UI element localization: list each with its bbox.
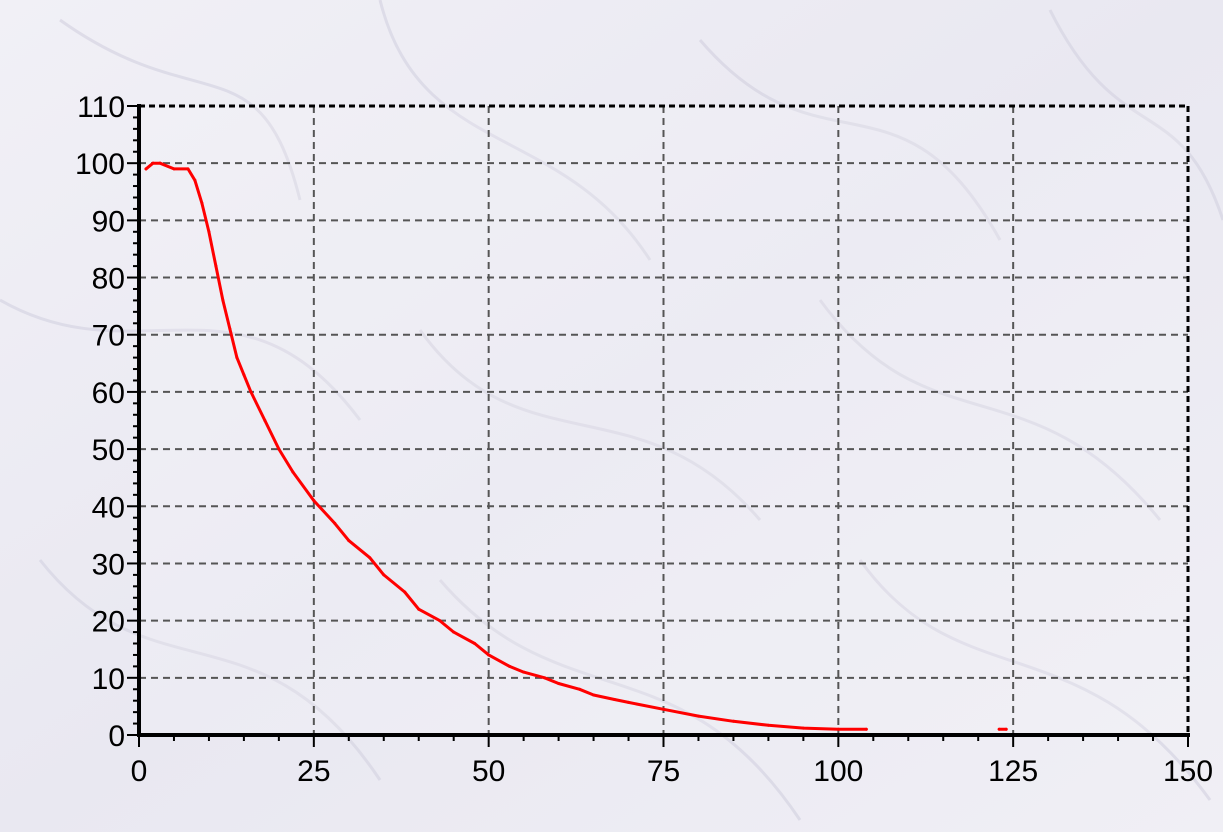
x-tick-label-6: 150 bbox=[1163, 755, 1213, 788]
data-point-0-38 bbox=[731, 719, 735, 723]
y-tick-label-1: 10 bbox=[92, 663, 125, 696]
data-point-0-23 bbox=[417, 607, 421, 611]
x-tick-label-5: 125 bbox=[988, 755, 1038, 788]
y-tick-label-3: 30 bbox=[92, 548, 125, 581]
grid-lines bbox=[139, 106, 1188, 735]
data-point-0-24 bbox=[438, 619, 442, 623]
data-point-0-34 bbox=[613, 698, 617, 702]
axes bbox=[127, 104, 1190, 747]
data-point-0-16 bbox=[291, 470, 295, 474]
data-point-0-1 bbox=[151, 161, 155, 165]
data-point-0-41 bbox=[836, 727, 840, 731]
data-point-0-14 bbox=[263, 419, 267, 422]
data-point-0-0 bbox=[144, 167, 148, 171]
data-point-0-22 bbox=[403, 590, 407, 594]
data-point-0-32 bbox=[578, 687, 582, 691]
data-point-1-1 bbox=[1004, 727, 1008, 731]
data-point-0-27 bbox=[487, 653, 491, 657]
data-point-0-3 bbox=[172, 167, 176, 171]
y-tick-label-7: 70 bbox=[92, 320, 125, 353]
data-point-0-40 bbox=[801, 726, 805, 730]
tick-labels: 0 25 50 75 100 125 150 0 10 20 30 40 50 60 70 80 90 100 11… bbox=[75, 91, 1213, 788]
data-point-0-35 bbox=[627, 700, 631, 704]
data-point-0-39 bbox=[766, 723, 770, 727]
y-tick-label-5: 50 bbox=[92, 434, 125, 467]
data-point-0-21 bbox=[382, 573, 386, 577]
data-point-0-10 bbox=[228, 327, 232, 331]
y-tick-label-0: 0 bbox=[108, 720, 125, 753]
y-tick-label-11: 110 bbox=[77, 91, 125, 124]
x-tick-label-4: 100 bbox=[813, 755, 863, 788]
data-point-0-18 bbox=[333, 521, 337, 525]
y-tick-label-6: 60 bbox=[92, 377, 125, 410]
data-point-0-4 bbox=[186, 167, 190, 171]
y-tick-label-9: 90 bbox=[92, 205, 125, 238]
data-point-0-28 bbox=[508, 664, 512, 668]
data-point-0-8 bbox=[214, 264, 218, 268]
data-point-0-5 bbox=[193, 178, 197, 182]
data-point-0-19 bbox=[347, 539, 351, 543]
data-point-0-9 bbox=[221, 298, 225, 302]
x-tick-label-2: 50 bbox=[472, 755, 505, 788]
x-tick-label-0: 0 bbox=[131, 755, 148, 788]
x-tick-label-1: 25 bbox=[297, 755, 330, 788]
data-point-0-29 bbox=[522, 670, 526, 674]
data-point-0-20 bbox=[368, 556, 372, 560]
series-layer bbox=[144, 161, 1008, 731]
data-point-0-2 bbox=[158, 161, 162, 165]
data-point-0-17 bbox=[312, 499, 316, 503]
data-point-0-11 bbox=[235, 356, 239, 360]
data-point-1-0 bbox=[997, 727, 1001, 731]
y-tick-label-4: 40 bbox=[92, 491, 125, 524]
data-point-0-7 bbox=[207, 230, 211, 234]
y-tick-label-10: 100 bbox=[75, 148, 125, 181]
data-point-0-36 bbox=[662, 707, 665, 711]
data-point-0-15 bbox=[277, 447, 281, 451]
data-point-0-25 bbox=[452, 630, 456, 634]
data-point-0-37 bbox=[696, 714, 700, 718]
data-point-0-26 bbox=[473, 642, 477, 646]
data-point-0-6 bbox=[200, 201, 204, 205]
x-tick-label-3: 75 bbox=[647, 755, 680, 788]
data-point-0-13 bbox=[249, 390, 253, 394]
data-point-0-42 bbox=[864, 727, 868, 731]
data-point-0-33 bbox=[592, 693, 596, 697]
data-point-0-12 bbox=[242, 373, 246, 377]
y-tick-label-8: 80 bbox=[92, 263, 125, 296]
data-point-0-31 bbox=[557, 682, 561, 686]
y-tick-label-2: 20 bbox=[92, 606, 125, 639]
data-point-0-30 bbox=[543, 676, 547, 680]
